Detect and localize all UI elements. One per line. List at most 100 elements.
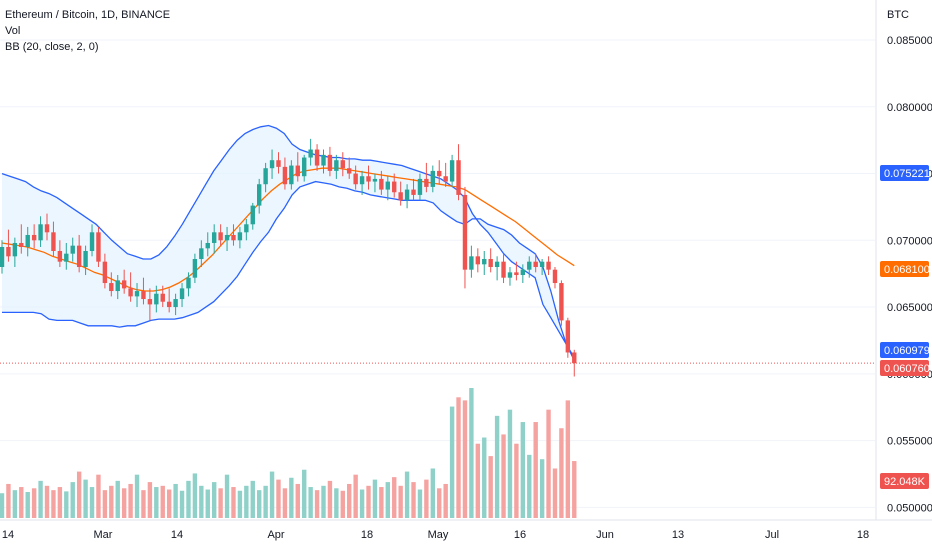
candle (179, 283, 185, 308)
candle (372, 173, 378, 193)
volume-bar (51, 490, 56, 518)
volume-bar (546, 409, 551, 518)
volume-bar (186, 480, 191, 518)
volume-legend[interactable]: Vol (5, 25, 21, 37)
candle (443, 162, 448, 187)
volume-bar (417, 489, 423, 518)
candle (366, 165, 371, 190)
candle (199, 240, 204, 268)
volume-bar (533, 422, 538, 518)
candle (83, 245, 88, 276)
volume-bar (160, 485, 165, 518)
candle (244, 218, 249, 241)
candle (430, 165, 436, 193)
volume-bar (559, 428, 564, 518)
time-axis[interactable]: 14 Mar 14 Apr 18 May 16 Jun 13 Jul 18 (0, 519, 932, 541)
candle (0, 240, 5, 274)
volume-bar (443, 483, 448, 518)
bb-lower-tag: 0.060979 (880, 342, 930, 358)
volume-bar (430, 468, 436, 518)
volume-bar (154, 487, 159, 518)
currency-label: BTC (887, 9, 909, 21)
candle (224, 226, 230, 251)
bollinger-legend[interactable]: BB (20, close, 2, 0) (5, 41, 99, 53)
candle (514, 261, 519, 281)
candle (334, 154, 339, 179)
volume-bar (552, 468, 558, 518)
candle (340, 152, 345, 177)
candle (282, 157, 288, 190)
volume-bar (263, 485, 268, 518)
volume-bar (102, 490, 108, 518)
volume-bar (83, 479, 88, 518)
volume-bar (475, 443, 481, 518)
date-tick-label: 18 (857, 529, 869, 541)
volume-value-tag: 92.048K (880, 473, 929, 489)
candle (192, 253, 198, 284)
volume-bar (488, 456, 493, 518)
date-tick-label: 18 (361, 529, 373, 541)
candle (6, 229, 11, 262)
volume-bar (211, 482, 217, 518)
last-price-tag: 0.060760 (880, 360, 930, 376)
candle (347, 157, 352, 179)
candle (250, 202, 255, 230)
date-tick-label: Jun (596, 529, 614, 541)
volume-bar (0, 493, 5, 518)
date-tick-label: 13 (672, 529, 684, 541)
candle (539, 259, 545, 276)
candle (263, 162, 268, 193)
candle (96, 226, 101, 268)
candle (102, 253, 108, 289)
svg-text:0.060979: 0.060979 (884, 345, 930, 357)
date-tick-label: Jul (765, 529, 779, 541)
volume-bar (385, 482, 390, 518)
volume-bar (340, 490, 345, 518)
candle (115, 275, 120, 300)
candle (160, 285, 165, 308)
volume-bar (353, 474, 358, 518)
candle (154, 285, 159, 313)
volume-bar (501, 434, 506, 518)
volume-bar (115, 480, 120, 518)
candle (70, 237, 75, 262)
symbol-title[interactable]: Ethereum / Bitcoin, 1D, BINANCE (5, 9, 171, 21)
candle (327, 146, 333, 177)
date-tick-label: Mar (94, 529, 113, 541)
price-tick-label: 0.080000 (887, 102, 932, 114)
volume-bar (321, 485, 326, 518)
candle (314, 144, 320, 171)
candle (276, 152, 281, 174)
candle (482, 250, 487, 276)
volume-bar (527, 454, 532, 518)
price-tags: 0.075221 0.068100 0.060979 0.060760 92.048K (880, 165, 930, 489)
candle (31, 224, 37, 249)
svg-text:92.048K: 92.048K (884, 476, 926, 488)
volume-bar (520, 422, 526, 518)
volume-bar (282, 488, 288, 518)
candle (89, 224, 95, 257)
date-tick-label: May (428, 529, 449, 541)
bollinger-basis-line (1, 167, 575, 292)
candle (121, 269, 127, 294)
volume-bar (257, 490, 262, 518)
candle (462, 186, 468, 289)
candle (456, 144, 461, 201)
volume-bar (244, 485, 249, 518)
volume-bar (462, 400, 468, 518)
svg-text:0.075221: 0.075221 (884, 168, 930, 180)
candle (475, 248, 481, 273)
volume-bar (109, 485, 114, 518)
svg-text:0.068100: 0.068100 (884, 264, 930, 276)
candle (411, 178, 416, 201)
date-tick-label: 16 (514, 529, 526, 541)
volume-bar (398, 485, 403, 518)
candle (76, 234, 82, 273)
volume-bar (134, 474, 140, 518)
volume-bar (276, 479, 281, 518)
volume-bar (70, 482, 75, 518)
candle (469, 245, 474, 278)
candle (533, 253, 538, 273)
bb-basis-tag: 0.068100 (880, 261, 930, 277)
